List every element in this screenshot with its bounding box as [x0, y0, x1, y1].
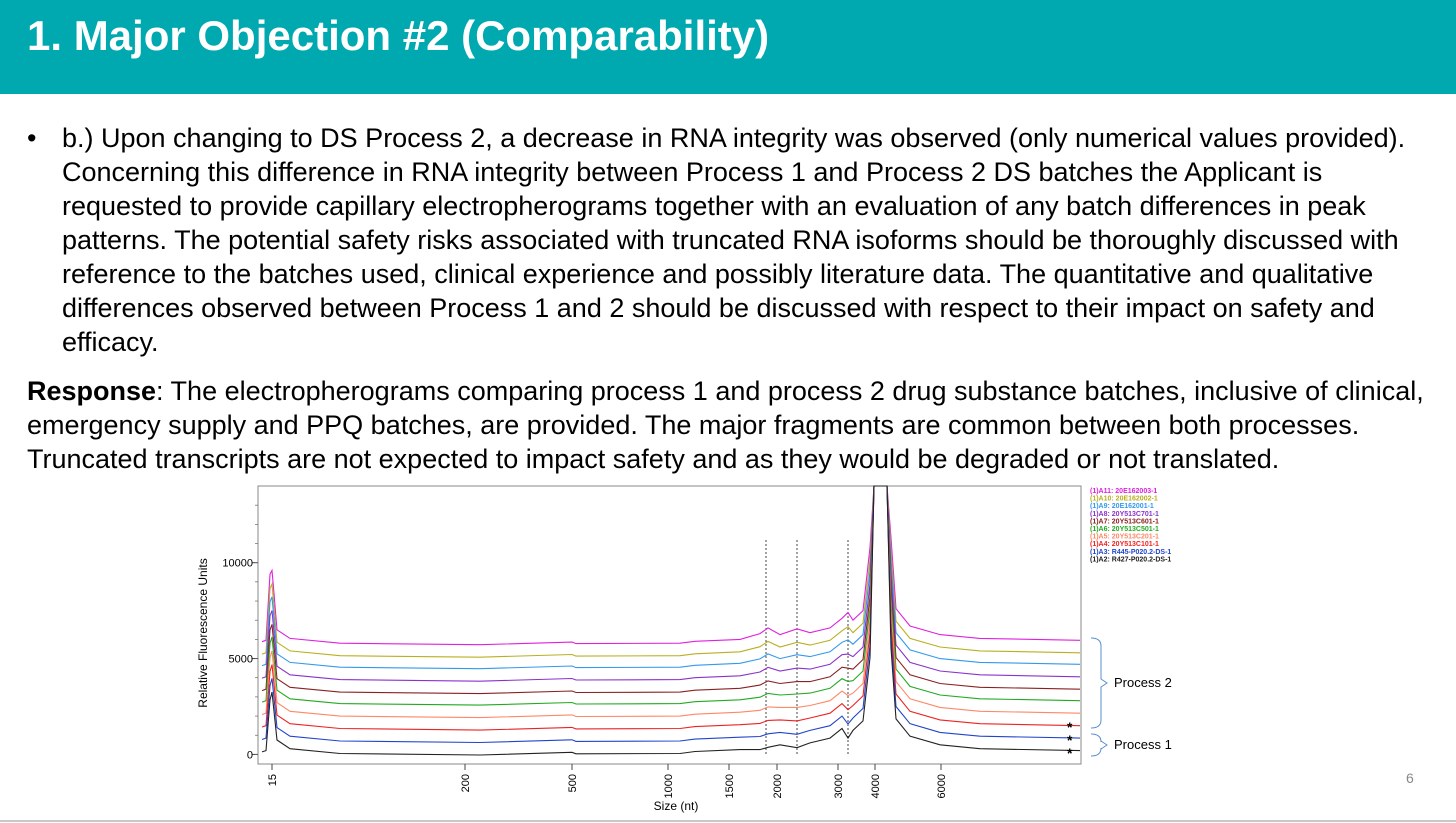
asterisk-mark: * [1067, 745, 1073, 761]
footer-divider [0, 820, 1456, 822]
x-tick-label: 200 [460, 774, 472, 792]
trace-line [261, 485, 1081, 695]
objection-bullet: • b.) Upon changing to DS Process 2, a d… [27, 121, 1407, 359]
bullet-icon: • [27, 123, 37, 153]
trace-line [261, 485, 1081, 719]
legend-entry: (1)A9: 20E162001-1 [1090, 503, 1154, 510]
x-tick-label: 1500 [724, 774, 736, 798]
legend-entry: (1)A10: 20E162002-1 [1090, 496, 1158, 503]
legend-entry: (1)A3: R445-P020.2-DS-1 [1090, 549, 1171, 556]
x-axis-label: Size (nt) [654, 799, 699, 813]
x-tick-label: 4000 [870, 774, 882, 798]
y-tick-label: 10000 [222, 558, 253, 570]
asterisk-mark: * [1067, 732, 1073, 748]
objection-text: b.) Upon changing to DS Process 2, a dec… [62, 123, 1406, 357]
asterisk-mark: * [1067, 719, 1073, 735]
response-text: : The electropherograms comparing proces… [27, 376, 1424, 474]
trace-line [261, 485, 1081, 670]
y-tick-label: 5000 [229, 654, 253, 666]
trace-line [261, 485, 1081, 731]
x-tick-label: 500 [567, 774, 579, 792]
trace-line [261, 485, 1081, 756]
response-paragraph: Response: The electropherograms comparin… [27, 374, 1427, 476]
x-tick-label: 1000 [663, 774, 675, 798]
legend-entry: (1)A8: 20Y513C701-1 [1090, 511, 1159, 518]
slide-title: 1. Major Objection #2 (Comparability) [27, 12, 770, 59]
legend-entry: (1)A4: 20Y513C101-1 [1090, 541, 1159, 548]
process-1-label: Process 1 [1114, 737, 1172, 752]
process-1-bracket [1090, 733, 1108, 757]
electropherogram-chart: 0 5000 10000 15 200 500 1000 1500 2000 3000 4000 60… [196, 485, 1172, 813]
x-tick-label: 3000 [833, 774, 845, 798]
legend-entry: (1)A2: R427-P020.2-DS-1 [1090, 556, 1171, 563]
y-tick-label: 0 [247, 749, 253, 761]
legend-entry: (1)A6: 20Y513C501-1 [1090, 526, 1159, 533]
trace-line [261, 485, 1081, 658]
page-number: 6 [1406, 770, 1414, 786]
legend-entry: (1)A5: 20Y513C201-1 [1090, 534, 1159, 541]
plot-frame [257, 485, 1082, 765]
x-tick-label: 6000 [936, 774, 948, 798]
y-axis-label: Relative Fluorescence Units [196, 558, 210, 707]
process-2-label: Process 2 [1114, 675, 1172, 690]
x-tick-label: 15 [267, 774, 279, 786]
slide-header: 1. Major Objection #2 (Comparability) [0, 0, 1456, 94]
process-2-bracket [1090, 637, 1108, 729]
trace-line [261, 485, 1081, 682]
trace-line [261, 485, 1081, 646]
x-tick-label: 2000 [772, 774, 784, 798]
response-label: Response [27, 376, 157, 406]
legend-entry: (1)A7: 20Y513C601-1 [1090, 518, 1159, 525]
legend-entry: (1)A11: 20E162003-1 [1090, 488, 1157, 495]
